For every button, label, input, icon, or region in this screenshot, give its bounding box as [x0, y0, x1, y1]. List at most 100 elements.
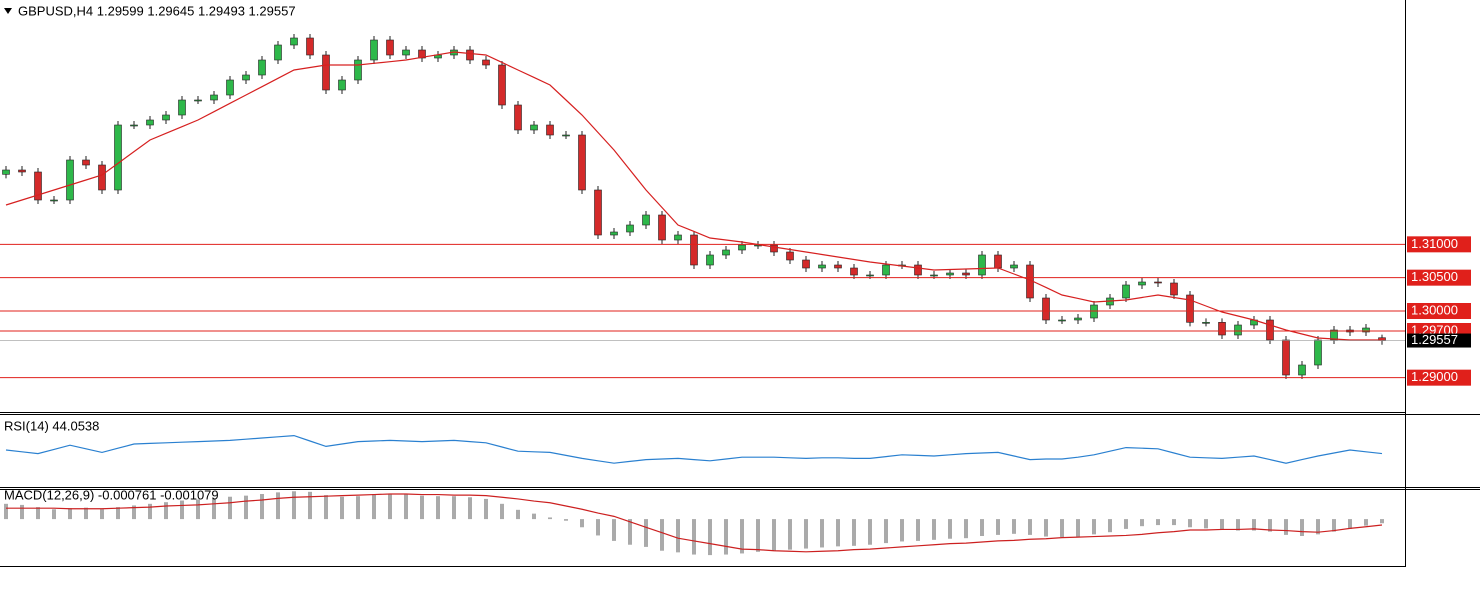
histogram-bar — [436, 496, 440, 520]
histogram-bar — [1140, 519, 1144, 527]
histogram-bar — [68, 508, 72, 520]
histogram-bar — [916, 519, 920, 541]
level-label-box — [1407, 236, 1471, 253]
histogram-bar — [1092, 519, 1096, 535]
histogram-bar — [484, 498, 488, 520]
candle-body — [962, 272, 970, 276]
candle-body — [994, 254, 1002, 269]
candle-body — [258, 59, 266, 76]
candle-body — [482, 59, 490, 66]
candle-body — [1186, 294, 1194, 323]
candle-body — [50, 199, 58, 202]
rsi-title: RSI(14) 44.0538 — [4, 418, 99, 433]
candle-body — [274, 44, 282, 61]
last-price-label: 1.29557 — [1411, 332, 1458, 347]
candle-body — [594, 189, 602, 236]
candle-body — [370, 39, 378, 61]
indicator-line — [5, 51, 1382, 341]
histogram-bar — [84, 507, 88, 520]
candle-body — [162, 114, 170, 121]
histogram-bar — [756, 519, 760, 552]
histogram-bar — [1220, 519, 1224, 530]
histogram-bar — [452, 496, 456, 520]
text-layer: GBPUSD,H4 1.29599 1.29645 1.29493 1.2955… — [4, 3, 1471, 502]
histogram-bar — [676, 519, 680, 553]
candle-body — [242, 74, 250, 81]
histogram-bar — [1332, 519, 1336, 532]
candle-body — [466, 49, 474, 61]
candle-body — [882, 264, 890, 276]
level-label-box — [1407, 369, 1471, 386]
histogram-bar — [580, 519, 584, 528]
candle-body — [194, 99, 202, 102]
candle-body — [546, 124, 554, 136]
candle-body — [402, 49, 410, 56]
histogram-bar — [404, 494, 408, 520]
histogram-bar — [884, 519, 888, 544]
menu-arrow[interactable] — [4, 8, 12, 14]
candle-body — [626, 224, 634, 233]
candle-body — [290, 37, 298, 46]
histogram-bar — [868, 519, 872, 545]
histogram-bar — [260, 494, 264, 520]
histogram-bar — [1204, 519, 1208, 529]
histogram-bar — [1188, 519, 1192, 528]
candle-body — [1330, 329, 1338, 341]
level-label-box — [1407, 269, 1471, 286]
marks-layer — [0, 34, 1405, 556]
histogram-bar — [4, 503, 8, 520]
histogram-bar — [196, 499, 200, 520]
histogram-bar — [468, 497, 472, 520]
histogram-bar — [500, 503, 504, 520]
candle-body — [1266, 319, 1274, 341]
candle-body — [82, 159, 90, 166]
histogram-bar — [852, 519, 856, 546]
candle-body — [578, 134, 586, 191]
histogram-bar — [1028, 519, 1032, 535]
histogram-bar — [372, 494, 376, 520]
histogram-bar — [244, 495, 248, 520]
candle-body — [226, 79, 234, 96]
histogram-bar — [980, 519, 984, 536]
histogram-bar — [388, 494, 392, 520]
candle-body — [866, 274, 874, 277]
histogram-bar — [964, 519, 968, 539]
histogram-bar — [660, 519, 664, 551]
candle-body — [306, 37, 314, 56]
candle-body — [978, 254, 986, 276]
histogram-bar — [740, 519, 744, 554]
histogram-bar — [516, 509, 520, 520]
candle-body — [386, 39, 394, 56]
candle-body — [1058, 319, 1066, 322]
histogram-bar — [708, 519, 712, 556]
chart-title: GBPUSD,H4 1.29599 1.29645 1.29493 1.2955… — [18, 3, 296, 18]
candle-body — [1314, 339, 1322, 366]
histogram-bar — [36, 507, 40, 520]
histogram-bar — [612, 519, 616, 541]
histogram-bar — [228, 496, 232, 520]
candle-body — [1362, 327, 1370, 333]
histogram-bar — [900, 519, 904, 542]
frame-layer — [0, 0, 1480, 567]
candle-body — [610, 231, 618, 236]
histogram-bar — [276, 492, 280, 520]
candle-body — [1298, 364, 1306, 376]
histogram-bar — [724, 519, 728, 555]
histogram-bar — [292, 491, 296, 520]
histogram-bar — [1300, 519, 1304, 536]
candle-body — [722, 249, 730, 256]
histogram-bar — [20, 504, 24, 520]
candle-body — [2, 169, 10, 175]
histogram-bar — [596, 519, 600, 536]
candle-body — [114, 124, 122, 191]
histogram-bar — [1076, 519, 1080, 537]
histogram-bar — [324, 495, 328, 520]
histogram-bar — [548, 517, 552, 520]
histogram-bar — [1284, 519, 1288, 535]
histogram-bar — [116, 507, 120, 520]
histogram-bar — [52, 509, 56, 520]
last-price-box — [1407, 333, 1471, 348]
histogram-bar — [788, 519, 792, 550]
histogram-bar — [148, 503, 152, 520]
